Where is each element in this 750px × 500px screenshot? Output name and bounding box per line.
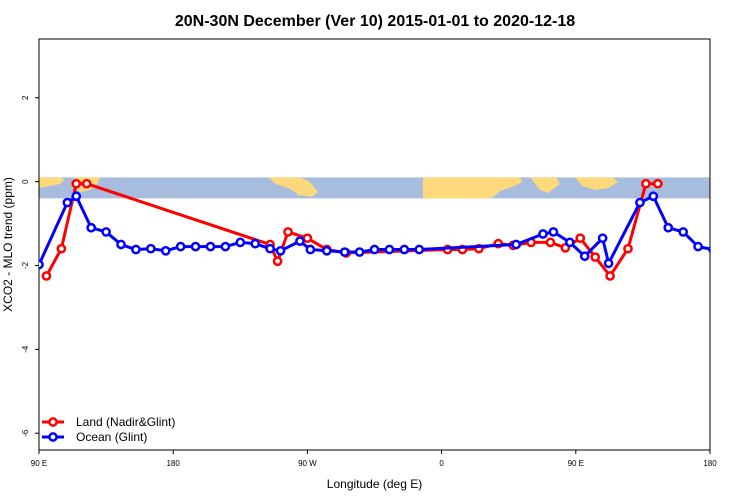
data-point: [354, 247, 365, 257]
y-tick-label: -2: [21, 261, 30, 269]
data-point: [641, 178, 651, 189]
data-point: [116, 239, 126, 250]
x-tick-label: 0: [439, 459, 444, 468]
data-point: [663, 222, 674, 233]
map-strip-land: [39, 177, 618, 199]
x-axis: 90 E 180 90 W 0 90 E 180: [31, 450, 717, 468]
data-point: [265, 243, 275, 254]
data-point: [131, 244, 141, 255]
data-point: [739, 247, 746, 254]
data-point: [545, 237, 556, 248]
legend-item-land: Land (Nadir&Glint): [42, 415, 175, 429]
data-point: [56, 243, 67, 254]
x-axis-label: Longitude (deg E): [327, 477, 422, 491]
land-asia-east-2: [575, 177, 618, 190]
data-point: [605, 271, 615, 281]
data-point: [564, 237, 575, 248]
legend: Land (Nadir&Glint) Ocean (Glint): [42, 415, 175, 444]
series-ocean: [39, 191, 746, 270]
world-map-strip: [39, 177, 710, 199]
x-tick-label: 90 W: [298, 459, 317, 468]
data-point: [71, 191, 82, 202]
legend-marker-ocean: [48, 432, 58, 442]
data-point: [81, 178, 92, 189]
x-tick-label: 180: [167, 459, 181, 468]
data-point: [175, 241, 186, 252]
data-point: [272, 256, 283, 267]
data-point: [235, 237, 246, 248]
data-point: [190, 241, 201, 252]
data-point: [71, 178, 82, 189]
data-point: [693, 241, 703, 252]
land-asia-east: [39, 177, 64, 188]
data-point: [250, 238, 261, 249]
data-point: [399, 244, 410, 255]
data-point: [86, 222, 97, 233]
data-point: [339, 247, 350, 257]
data-point: [597, 233, 608, 244]
data-point: [708, 245, 710, 254]
data-point: [205, 241, 216, 252]
data-point: [160, 245, 171, 256]
y-tick-label: 2: [21, 95, 30, 100]
series-layer: [39, 178, 746, 281]
data-point: [511, 239, 522, 250]
data-point: [39, 259, 44, 270]
data-point: [220, 241, 231, 252]
data-point: [724, 246, 731, 253]
land-africa-arabia: [423, 177, 522, 199]
data-point: [548, 227, 559, 237]
legend-label-land: Land (Nadir&Glint): [76, 415, 175, 429]
y-axis: 2 0 -2 -4 -6: [21, 95, 39, 437]
data-point: [145, 243, 156, 254]
data-point: [283, 227, 293, 237]
data-point: [275, 245, 286, 256]
data-point: [623, 243, 633, 254]
x-tick-label: 180: [703, 459, 717, 468]
data-point: [575, 233, 586, 244]
data-point: [590, 252, 601, 262]
data-point: [62, 197, 73, 208]
data-point: [603, 258, 614, 269]
y-tick-label: -6: [21, 429, 30, 437]
legend-item-ocean: Ocean (Glint): [42, 430, 147, 444]
data-point: [579, 251, 590, 262]
land-north-america: [268, 177, 318, 197]
y-tick-label: 0: [21, 179, 30, 184]
data-point: [295, 236, 305, 246]
chart-title: 20N-30N December (Ver 10) 2015-01-01 to …: [175, 13, 575, 30]
data-point: [648, 191, 659, 202]
y-axis-label: XCO2 - MLO trend (ppm): [1, 177, 15, 312]
data-point: [369, 244, 380, 255]
data-point: [635, 197, 645, 208]
land-baja: [294, 183, 300, 196]
data-point: [384, 244, 395, 255]
data-point: [302, 233, 313, 244]
data-point: [678, 227, 689, 237]
x-tick-label: 90 E: [568, 459, 584, 468]
data-point: [652, 178, 663, 189]
data-point: [538, 229, 548, 239]
data-point: [305, 244, 316, 255]
data-point: [321, 245, 332, 256]
x-tick-label: 90 E: [31, 459, 47, 468]
data-point: [41, 271, 52, 281]
data-point: [101, 227, 111, 237]
legend-label-ocean: Ocean (Glint): [76, 430, 147, 444]
land-india: [530, 177, 560, 193]
y-tick-label: -4: [21, 345, 30, 353]
legend-marker-land: [48, 417, 58, 427]
data-point: [414, 244, 425, 255]
plot-frame: [38, 38, 711, 451]
